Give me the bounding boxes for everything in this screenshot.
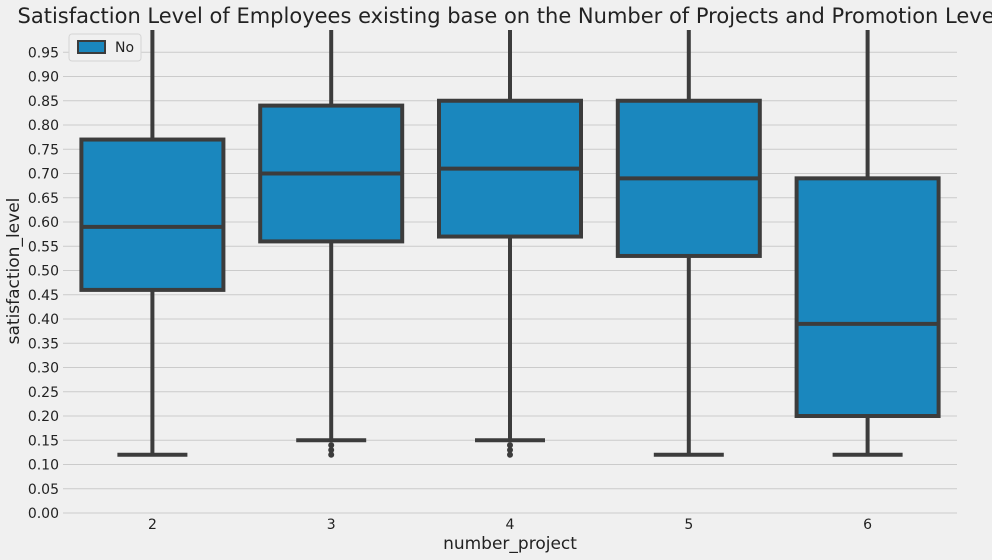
chart-title: Satisfaction Level of Employees existing… — [18, 4, 992, 28]
box-iqr — [794, 176, 941, 418]
x-tick-label: 5 — [684, 517, 693, 533]
box-group-6 — [794, 30, 941, 457]
legend-label: No — [115, 40, 134, 56]
outlier-point — [507, 451, 513, 458]
y-axis: 0.00 0.05 0.10 0.15 0.20 0.25 0.30 0.35 0.40 0.45… — [28, 45, 59, 522]
y-tick-label: 0.10 — [28, 458, 59, 474]
y-tick-label: 0.45 — [28, 288, 59, 304]
box-group-5 — [615, 30, 762, 457]
box-group-3 — [258, 30, 405, 458]
y-tick-label: 0.25 — [28, 385, 59, 401]
box-iqr — [79, 137, 226, 292]
x-tick-label: 2 — [148, 517, 157, 533]
y-tick-label: 0.20 — [28, 409, 59, 425]
y-tick-label: 0.85 — [28, 94, 59, 110]
legend-swatch — [77, 40, 106, 54]
y-tick-label: 0.80 — [28, 118, 59, 134]
x-tick-label: 4 — [506, 517, 515, 533]
y-tick-label: 0.75 — [28, 142, 59, 158]
legend: No — [68, 33, 142, 62]
y-axis-label: satisfaction_level — [4, 198, 24, 345]
y-tick-label: 0.90 — [28, 70, 59, 86]
y-tick-label: 0.65 — [28, 191, 59, 207]
box-group-4 — [437, 30, 583, 458]
y-tick-label: 0.55 — [28, 239, 59, 255]
x-tick-label: 6 — [863, 517, 872, 533]
y-tick-label: 0.05 — [28, 482, 59, 498]
outlier-point — [507, 442, 513, 449]
outlier-point — [328, 451, 335, 458]
y-tick-label: 0.15 — [28, 433, 59, 449]
outlier-point — [328, 442, 335, 449]
outlier-point — [328, 446, 335, 453]
outlier-point — [507, 446, 513, 453]
x-tick-label: 3 — [327, 517, 336, 533]
y-tick-label: 0.00 — [28, 506, 59, 522]
y-tick-label: 0.35 — [28, 336, 59, 352]
y-tick-label: 0.40 — [28, 312, 59, 328]
y-tick-label: 0.60 — [28, 215, 59, 231]
y-tick-label: 0.30 — [28, 361, 59, 377]
x-axis-label: number_project — [443, 534, 577, 554]
x-axis: 2 3 4 5 6 — [148, 517, 872, 533]
box-group-2 — [79, 30, 226, 457]
y-tick-label: 0.50 — [28, 264, 59, 280]
y-tick-label: 0.70 — [28, 167, 59, 183]
boxes — [79, 30, 941, 458]
y-tick-label: 0.95 — [28, 45, 59, 61]
